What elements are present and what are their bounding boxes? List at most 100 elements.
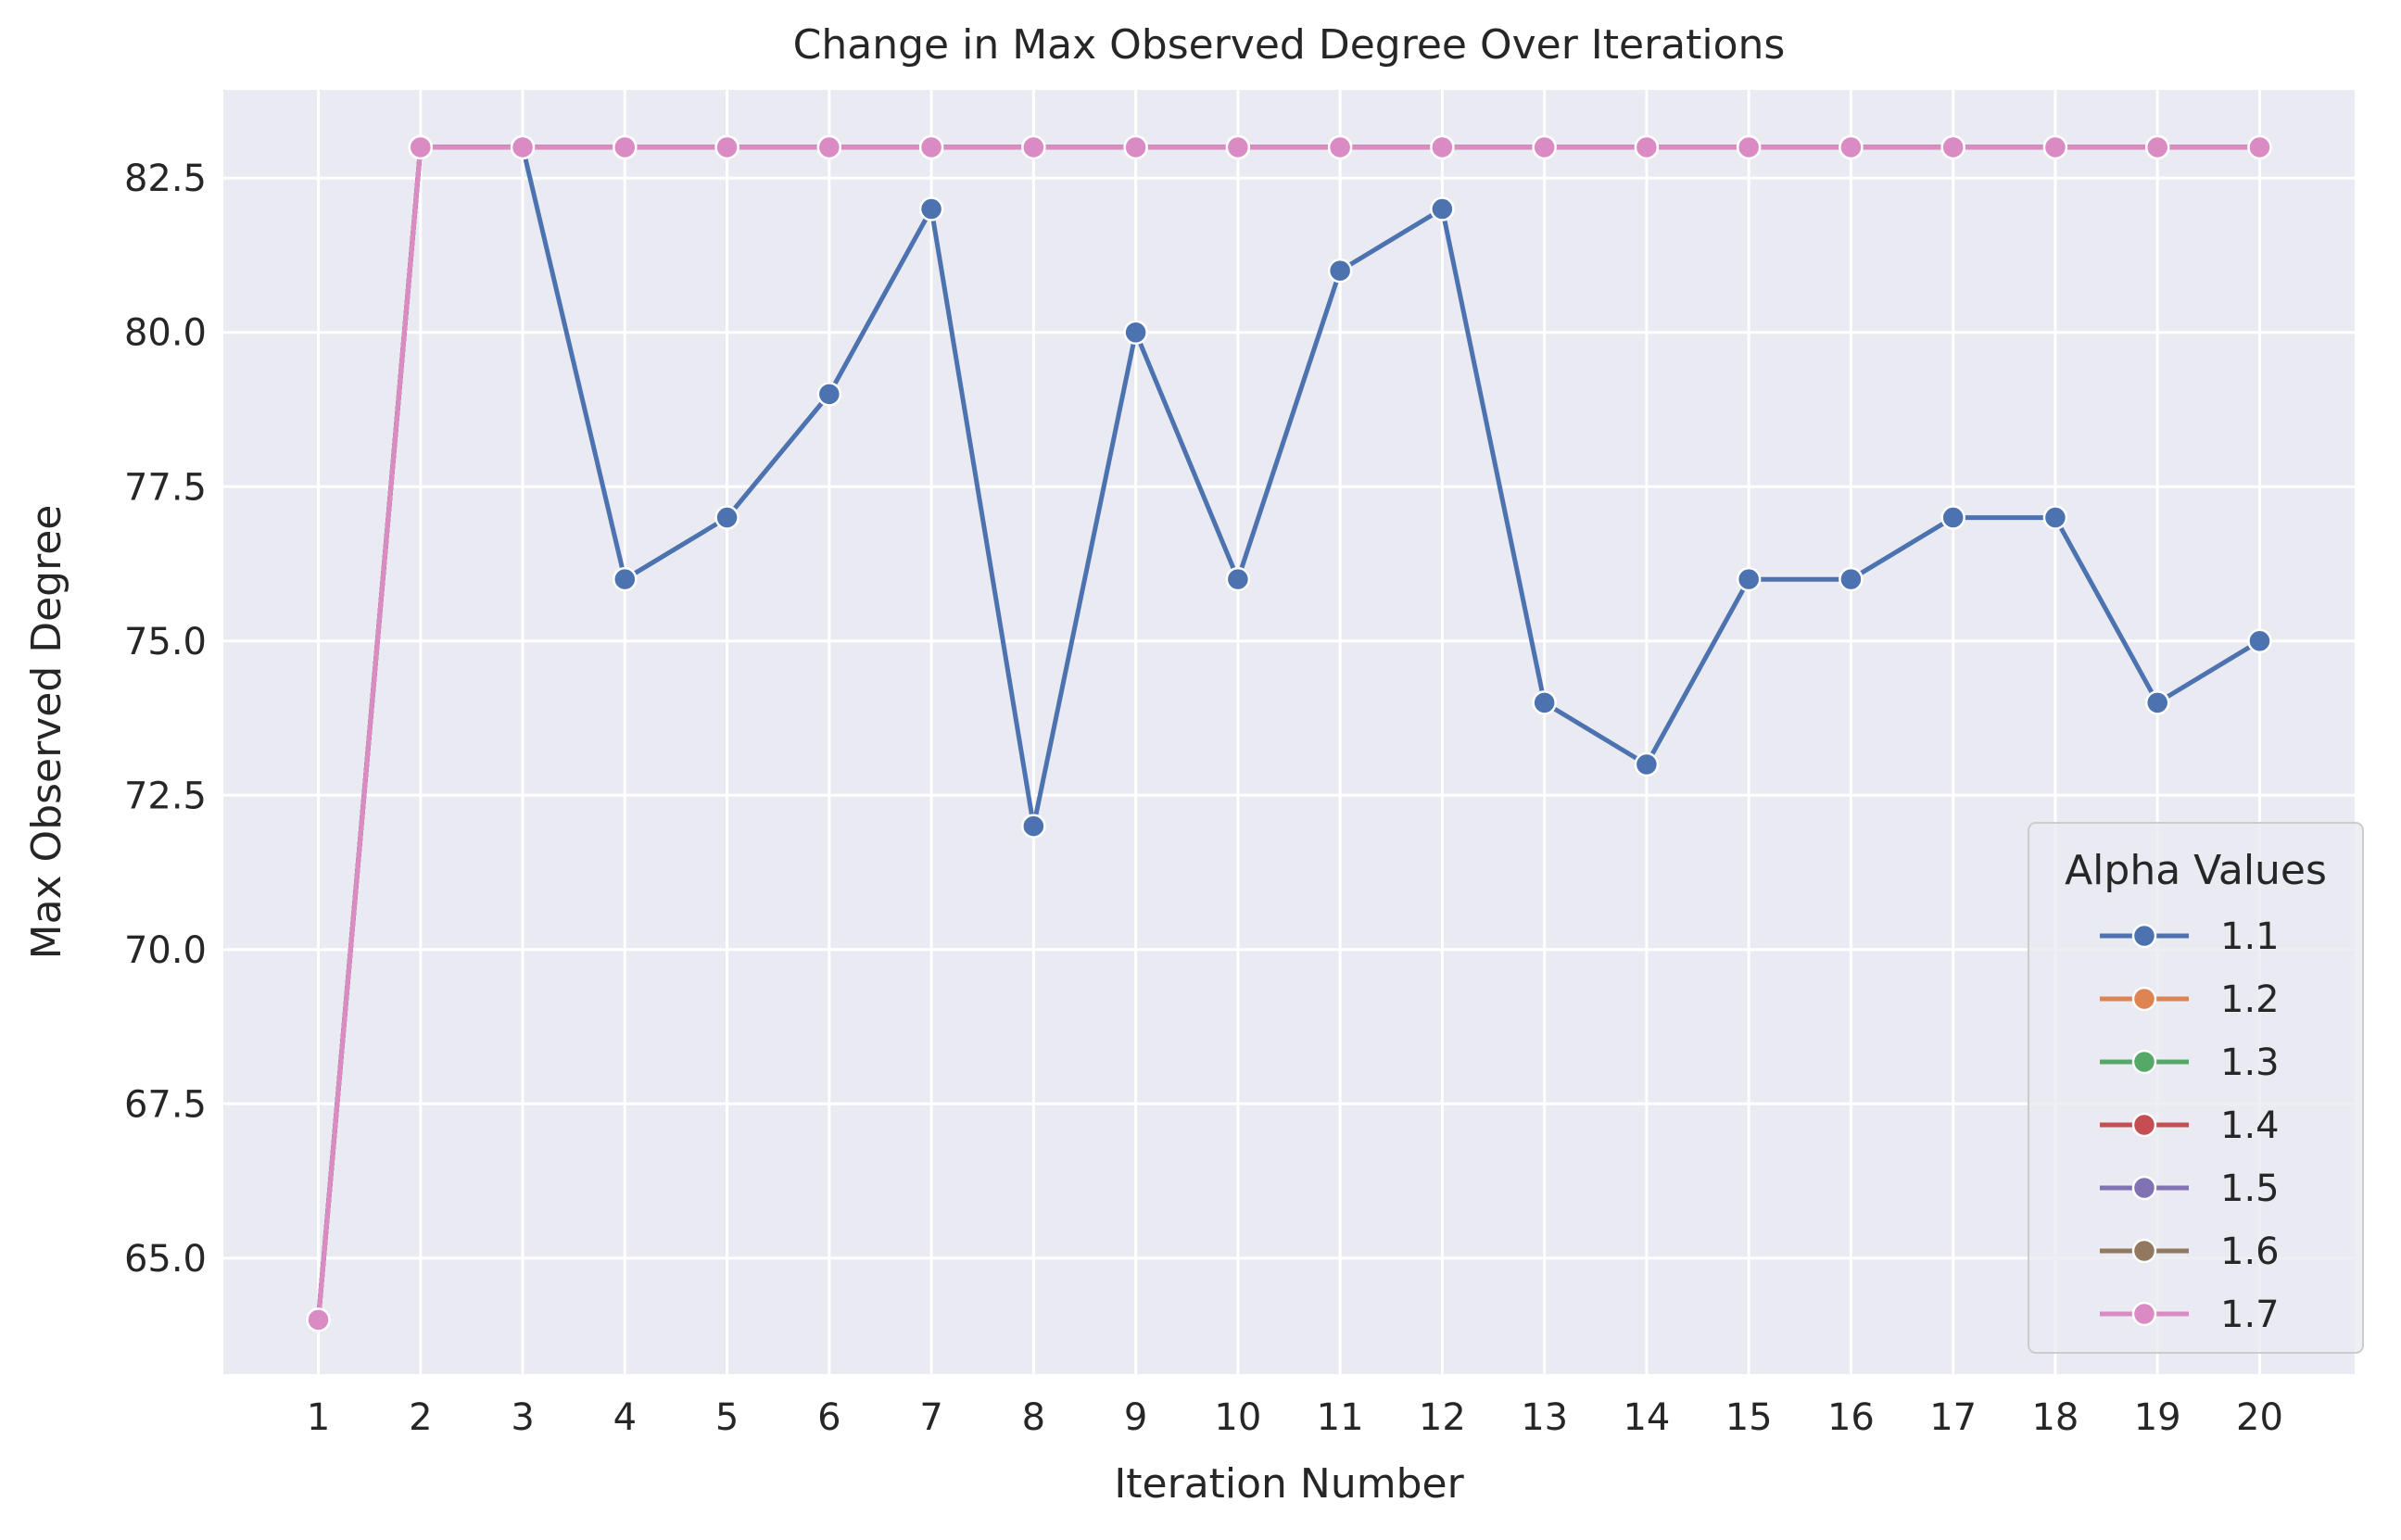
x-tick-label: 20	[2236, 1396, 2283, 1439]
data-point	[1940, 134, 1965, 160]
x-tick-label: 10	[1214, 1396, 1261, 1439]
data-point	[1532, 690, 1557, 715]
data-point	[1123, 320, 1148, 345]
legend-title: Alpha Values	[2065, 847, 2327, 894]
series-line	[316, 145, 2261, 1320]
y-tick-label: 75.0	[124, 621, 207, 663]
data-point	[1839, 134, 1864, 160]
data-point	[1327, 134, 1353, 160]
data-point	[816, 134, 842, 160]
y-tick-label: 82.5	[124, 158, 207, 200]
data-point	[1532, 134, 1557, 160]
y-axis-label: Max Observed Degree	[23, 505, 70, 960]
legend-swatch-marker	[2131, 1112, 2157, 1138]
data-point	[613, 566, 638, 592]
legend-label: 1.6	[2220, 1231, 2280, 1273]
data-point	[2247, 134, 2272, 160]
y-tick-label: 65.0	[124, 1238, 207, 1281]
x-tick-label: 16	[1827, 1396, 1875, 1439]
data-point	[714, 505, 739, 530]
legend-box	[2028, 822, 2364, 1354]
data-point	[613, 134, 638, 160]
legend-label: 1.7	[2220, 1294, 2280, 1336]
legend-swatch-marker	[2131, 1238, 2157, 1264]
data-point	[1225, 566, 1251, 592]
legend-swatch-marker	[2131, 1301, 2157, 1327]
chart-title: Change in Max Observed Degree Over Itera…	[793, 21, 1786, 69]
x-tick-label: 15	[1725, 1396, 1773, 1439]
x-axis-label: Iteration Number	[1114, 1460, 1464, 1508]
x-tick-label: 18	[2031, 1396, 2079, 1439]
legend-swatch-marker	[2131, 986, 2157, 1012]
data-point	[1430, 134, 1455, 160]
legend-swatch-marker	[2131, 1049, 2157, 1075]
legend-swatch-marker	[2131, 1175, 2157, 1201]
x-tick-labels: 1 2 3 4 5 6 7 8 9 10 11 12 13 14 15 16 17 18 19 20	[307, 1396, 2283, 1439]
y-tick-label: 77.5	[124, 466, 207, 509]
y-tick-labels: 65.0 67.5 70.0 72.5 75.0 77.5 80.0 82.5	[124, 158, 207, 1281]
y-tick-label: 67.5	[124, 1083, 207, 1126]
legend-label: 1.4	[2220, 1105, 2280, 1147]
data-point	[2144, 134, 2170, 160]
data-point	[2042, 505, 2068, 530]
x-tick-label: 9	[1124, 1396, 1147, 1439]
grid-lines	[223, 90, 2355, 1374]
series-layer	[306, 134, 2272, 1332]
data-point	[1736, 134, 1762, 160]
x-tick-label: 7	[919, 1396, 942, 1439]
y-tick-label: 80.0	[124, 312, 207, 355]
data-point	[1736, 566, 1762, 592]
legend-item-1.4: 1.4	[2100, 1105, 2280, 1147]
x-tick-label: 13	[1521, 1396, 1568, 1439]
x-tick-label: 2	[409, 1396, 432, 1439]
y-tick-label: 72.5	[124, 775, 207, 817]
legend-label: 1.3	[2220, 1041, 2280, 1084]
data-point	[1021, 134, 1046, 160]
x-tick-label: 14	[1623, 1396, 1670, 1439]
legend-item-1.6: 1.6	[2100, 1231, 2280, 1273]
legend-item-1.2: 1.2	[2100, 978, 2280, 1021]
data-point	[816, 382, 842, 407]
legend: Alpha Values 1.1 1.2 1.3 1.4 1.5 1.6 1.7	[2028, 822, 2364, 1354]
x-tick-label: 4	[613, 1396, 637, 1439]
data-point	[306, 1307, 331, 1332]
data-point	[1327, 258, 1353, 284]
x-tick-label: 1	[307, 1396, 330, 1439]
data-point	[1021, 814, 1046, 839]
legend-swatch-marker	[2131, 923, 2157, 949]
series-1.7	[306, 134, 2272, 1332]
legend-items: 1.1 1.2 1.3 1.4 1.5 1.6 1.7	[2100, 915, 2280, 1336]
data-point	[1225, 134, 1251, 160]
data-point	[2042, 134, 2068, 160]
legend-item-1.3: 1.3	[2100, 1041, 2280, 1084]
x-tick-label: 11	[1317, 1396, 1364, 1439]
x-tick-label: 12	[1419, 1396, 1466, 1439]
data-point	[1123, 134, 1148, 160]
data-point	[918, 134, 944, 160]
legend-label: 1.2	[2220, 978, 2280, 1021]
legend-item-1.1: 1.1	[2100, 915, 2280, 958]
data-point	[1839, 566, 1864, 592]
y-tick-label: 70.0	[124, 929, 207, 972]
data-point	[510, 134, 536, 160]
legend-label: 1.5	[2220, 1168, 2280, 1210]
legend-label: 1.1	[2220, 915, 2280, 958]
data-point	[2247, 628, 2272, 654]
legend-item-1.7: 1.7	[2100, 1294, 2280, 1336]
data-point	[714, 134, 739, 160]
data-point	[1940, 505, 1965, 530]
x-tick-label: 5	[715, 1396, 739, 1439]
series-line	[316, 145, 2260, 1320]
x-tick-label: 8	[1022, 1396, 1045, 1439]
x-tick-label: 19	[2134, 1396, 2181, 1439]
data-point	[1634, 134, 1660, 160]
plot-background	[223, 90, 2355, 1374]
legend-item-1.5: 1.5	[2100, 1168, 2280, 1210]
data-point	[2144, 690, 2170, 715]
data-point	[1430, 196, 1455, 221]
data-point	[918, 196, 944, 221]
data-point	[408, 134, 434, 160]
data-point	[1634, 751, 1660, 777]
